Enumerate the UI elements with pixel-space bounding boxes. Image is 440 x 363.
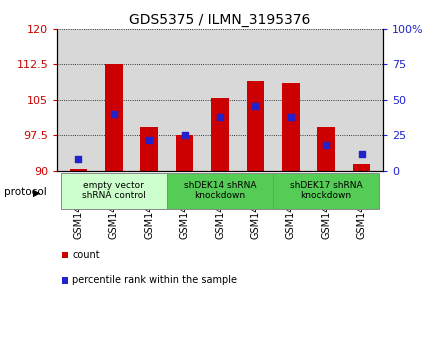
- Text: ▶: ▶: [33, 187, 40, 197]
- Text: shDEK14 shRNA
knockdown: shDEK14 shRNA knockdown: [184, 181, 256, 200]
- FancyBboxPatch shape: [167, 173, 273, 209]
- Title: GDS5375 / ILMN_3195376: GDS5375 / ILMN_3195376: [129, 13, 311, 26]
- Point: [216, 114, 224, 120]
- Point: [287, 114, 294, 120]
- Text: protocol: protocol: [4, 187, 47, 197]
- Text: count: count: [73, 250, 100, 260]
- Bar: [70, 170, 87, 171]
- Point: [75, 156, 82, 162]
- Bar: [246, 81, 264, 171]
- Text: percentile rank within the sample: percentile rank within the sample: [73, 275, 238, 285]
- Point: [110, 111, 117, 117]
- Point: [358, 151, 365, 157]
- Point: [252, 103, 259, 109]
- Bar: [211, 98, 229, 171]
- Bar: [140, 127, 158, 171]
- Bar: [105, 65, 123, 171]
- Bar: [353, 164, 370, 171]
- Point: [181, 132, 188, 138]
- Bar: [282, 83, 300, 171]
- Bar: [176, 135, 194, 171]
- Bar: [317, 127, 335, 171]
- Point: [146, 137, 153, 143]
- Point: [323, 142, 330, 148]
- FancyBboxPatch shape: [273, 173, 379, 209]
- Text: empty vector
shRNA control: empty vector shRNA control: [82, 181, 146, 200]
- Text: shDEK17 shRNA
knockdown: shDEK17 shRNA knockdown: [290, 181, 363, 200]
- FancyBboxPatch shape: [61, 173, 167, 209]
